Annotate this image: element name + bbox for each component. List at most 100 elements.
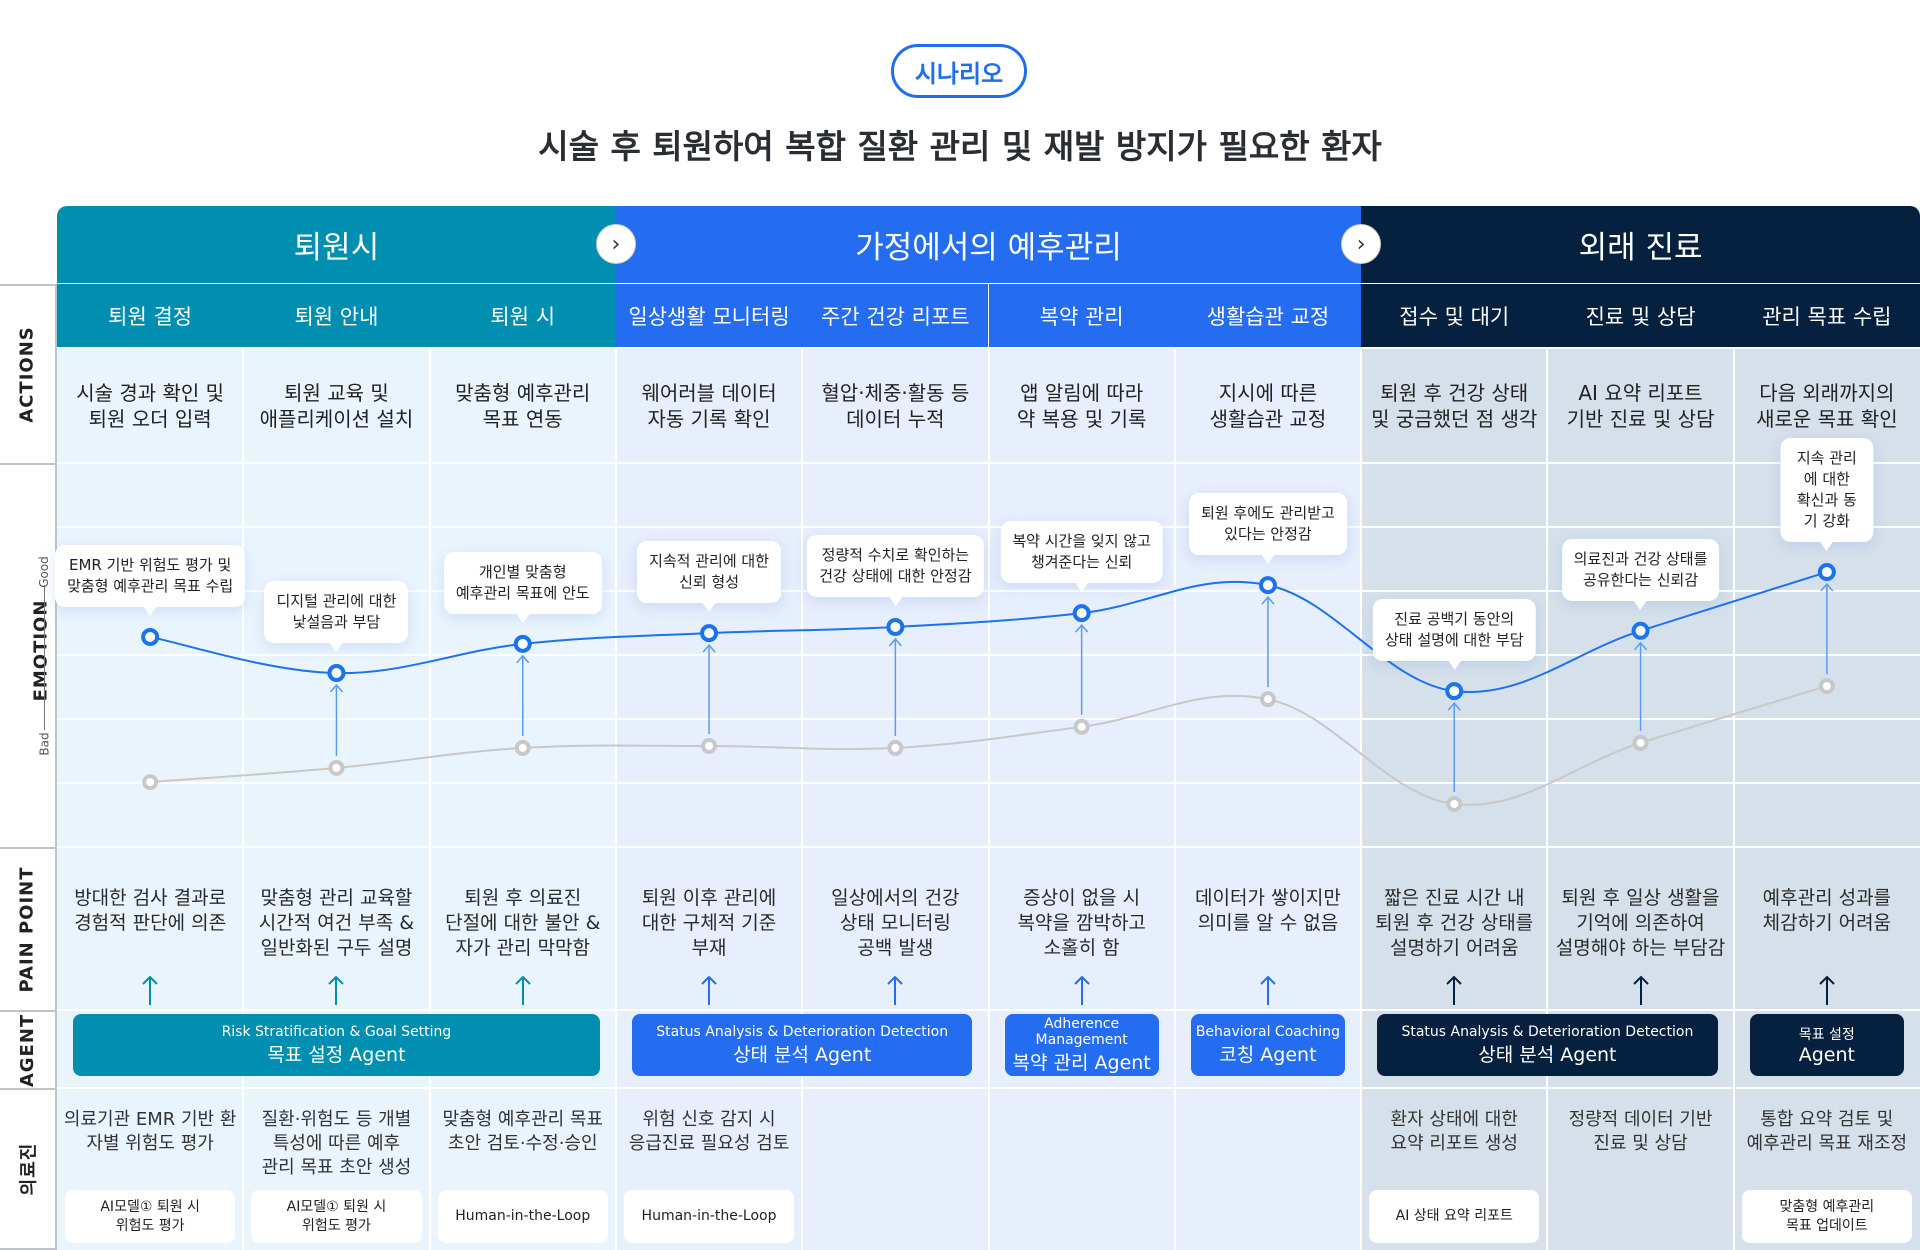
ai-tool-chip: Human-in-the-Loop [437,1190,608,1243]
medical-staff-text: 질환·위험도 등 개별 특성에 따른 예후 관리 목표 초안 생성 [261,1109,412,1178]
column-divider [1732,349,1735,1250]
up-arrow-icon [326,974,346,1006]
step-header: 복약 관리 [988,284,1175,347]
emotion-callout: 의료진과 건강 상태를 공유한다는 신뢰감 [1561,538,1720,610]
emotion-callout: 복약 시간을 잊지 않고 챙겨준다는 신뢰 [1000,521,1163,593]
column-background [243,349,430,1250]
column-divider [801,349,804,1250]
pain-point-text: 방대한 검사 결과로 경험적 판단에 의존 [74,887,227,934]
arrow-head-icon [702,643,716,653]
pain-point-text: 퇴원 후 의료진 단절에 대한 불안 & 자가 관리 막막함 [445,887,601,959]
emotion-point [1445,682,1464,701]
baseline-point [1446,795,1463,812]
phase-title: 가정에서의 예후관리 [855,230,1122,266]
agent-korean-name: 상태 분석 Agent [733,1043,872,1066]
step-header: 생활습관 교정 [1174,284,1362,347]
row-label-emotion: EMOTION Good Bad [0,463,57,847]
emotion-callout: EMR 기반 위험도 평가 및 맞춤형 예후관리 목표 수립 [55,544,246,616]
up-arrow-icon [140,974,160,1006]
row-label-medical-staff: 의료진 [0,1088,57,1250]
action-text: 지시에 따른 생활습관 교정 [1209,381,1327,431]
emotion-point [327,664,346,683]
step-header: 관리 목표 수립 [1733,284,1920,347]
journey-column: 주간 건강 리포트 혈압·체중·활동 등 데이터 누적 일상에서의 건강 상태 모니… [802,284,989,1250]
medical-staff-text: 통합 요약 검토 및 예후관리 목표 재조정 [1746,1109,1908,1154]
agent-box[interactable]: Status Analysis & Deterioration Detectio… [631,1014,973,1076]
column-divider [614,349,617,1250]
row-divider [57,462,1920,464]
agent-box[interactable]: Adherence Management 복약 관리 Agent [1004,1014,1159,1076]
emotion-point [700,624,719,643]
pain-point-text: 퇴원 후 일상 생활을 기억에 의존하여 설명해야 하는 부담감 [1555,887,1726,959]
baseline-point [1818,678,1835,695]
ai-tool-chip: AI 상태 요약 리포트 [1369,1190,1540,1243]
agent-korean-name: Agent [1798,1044,1855,1066]
up-arrow-icon [1444,974,1464,1006]
phase-title: 퇴원시 [293,230,380,266]
baseline-point [887,739,904,756]
agent-box[interactable]: Status Analysis & Deterioration Detectio… [1377,1014,1718,1076]
up-arrow-icon [1817,974,1837,1006]
pain-point-text: 예후관리 성과를 체감하기 어려움 [1762,887,1892,934]
good-bad-axis-arrow [44,585,45,730]
pain-point-text: 퇴원 이후 관리에 대한 구체적 기준 부재 [641,887,777,959]
baseline-point [1632,734,1649,751]
pain-point-text: 데이터가 쌓이지만 의미를 알 수 없음 [1195,887,1341,934]
agent-box[interactable]: Risk Stratification & Goal Setting 목표 설정 … [73,1014,600,1076]
row-label-agent: AGENT [0,1010,57,1088]
arrow-head-icon [1820,582,1834,592]
column-background [615,349,803,1250]
action-text: 앱 알림에 따라 약 복용 및 기록 [1016,381,1147,431]
ai-tool-chip: AI모델① 퇴원 시 위험도 평가 [251,1190,422,1243]
agent-korean-name: 코칭 Agent [1219,1043,1317,1066]
action-text: 맞춤형 예후관리 목표 연동 [455,381,591,431]
action-text: AI 요약 리포트 기반 진료 및 상담 [1566,381,1715,431]
phase-header: 퇴원시 [57,206,616,283]
agent-english-name: 목표 설정 [1798,1027,1855,1043]
emotion-line [149,571,1828,694]
action-text: 혈압·체중·활동 등 데이터 누적 [821,381,970,431]
ai-tool-chip: Human-in-the-Loop [623,1190,795,1243]
arrow-head-icon [888,637,902,647]
baseline-point [1073,718,1090,735]
step-header: 접수 및 대기 [1361,284,1548,347]
row-divider [57,1087,1920,1089]
column-divider [242,349,245,1250]
baseline-point [514,739,531,756]
emotion-callout: 지속적 관리에 대한 신뢰 형성 [637,541,782,613]
medical-staff-text: 맞춤형 예후관리 목표 초안 검토·수정·승인 [442,1109,603,1154]
emotion-point [1817,563,1836,582]
column-background [802,349,989,1250]
column-background [57,349,244,1250]
arrow-head-icon [329,683,344,693]
action-text: 웨어러블 데이터 자동 기록 확인 [641,381,777,431]
medical-staff-text: 의료기관 EMR 기반 환 자별 위험도 평가 [63,1109,237,1154]
column-background [988,349,1175,1250]
step-header: 진료 및 상담 [1547,284,1734,347]
step-header: 퇴원 결정 [57,284,244,347]
agent-box[interactable]: Behavioral Coaching 코칭 Agent [1190,1014,1346,1076]
baseline-point [142,774,159,791]
journey-column: 퇴원 시 맞춤형 예후관리 목표 연동 퇴원 후 의료진 단절에 대한 불안 & 자… [429,284,616,1250]
emotion-point [141,627,160,646]
agent-korean-name: 복약 관리 Agent [1012,1051,1151,1074]
column-divider [1360,349,1363,1250]
emotion-point [886,617,905,636]
medical-staff-text: 환자 상태에 대한 요약 리포트 생성 [1390,1109,1518,1154]
emotion-callout: 디지털 관리에 대한 낯설음과 부담 [264,581,409,653]
pain-point-text: 맞춤형 관리 교육할 시간적 여건 부족 & 일반화된 구두 설명 [258,887,415,959]
emotion-callout: 진료 공백기 동안의 상태 설명에 대한 부담 [1372,599,1536,671]
column-divider [1546,349,1549,1250]
up-arrow-icon [885,974,905,1006]
emotion-point [1258,576,1277,595]
arrow-head-icon [1633,641,1648,651]
arrow-head-icon [1447,701,1461,711]
scenario-badge: 시나리오 [891,44,1027,98]
step-header: 일상생활 모니터링 [615,284,803,347]
column-background [429,349,616,1250]
step-header: 퇴원 안내 [243,284,430,347]
journey-column: 퇴원 결정 시술 경과 확인 및 퇴원 오더 입력 방대한 검사 결과로 경험적 판… [57,284,244,1250]
baseline-point [328,759,345,776]
agent-box[interactable]: 목표 설정 Agent [1749,1014,1904,1076]
